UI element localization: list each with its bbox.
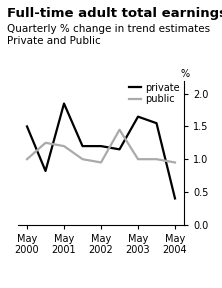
Text: Quarterly % change in trend estimates: Quarterly % change in trend estimates (7, 24, 210, 35)
public (174, 161, 176, 164)
private (174, 197, 176, 200)
public (100, 161, 102, 164)
public (137, 158, 139, 161)
private (26, 125, 28, 128)
private (81, 144, 84, 148)
Text: %: % (181, 69, 190, 79)
private (137, 115, 139, 118)
public (155, 158, 158, 161)
Line: private: private (27, 104, 175, 198)
public (118, 128, 121, 131)
Legend: private, public: private, public (129, 83, 179, 104)
private (155, 122, 158, 125)
public (81, 158, 84, 161)
public (44, 141, 47, 145)
Line: public: public (27, 130, 175, 162)
public (26, 158, 28, 161)
public (63, 144, 65, 148)
Text: Full-time adult total earnings: Full-time adult total earnings (7, 7, 222, 20)
private (100, 144, 102, 148)
private (118, 148, 121, 151)
private (44, 169, 47, 173)
Text: Private and Public: Private and Public (7, 36, 100, 46)
private (63, 102, 65, 105)
